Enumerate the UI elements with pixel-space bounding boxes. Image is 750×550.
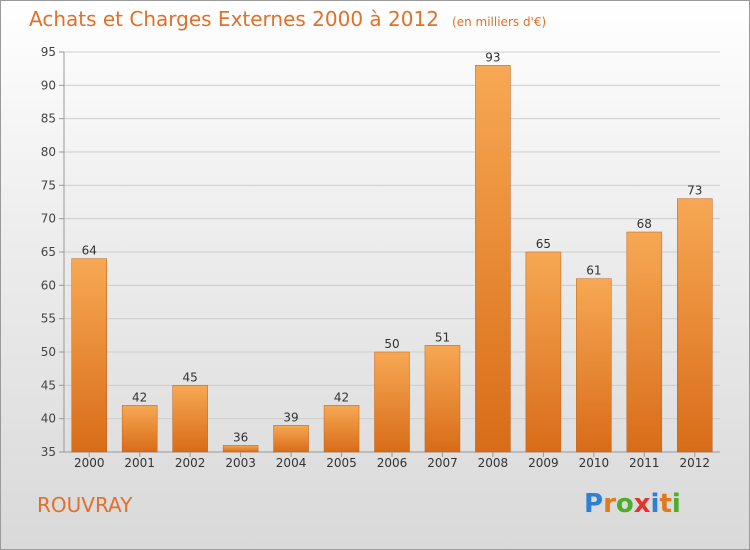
bar-value-label: 64 (82, 244, 97, 258)
bar-value-label: 45 (183, 370, 198, 384)
x-tick-label: 2012 (679, 456, 710, 470)
y-tick-label: 95 (41, 45, 56, 59)
x-tick-label: 2009 (528, 456, 559, 470)
bar-value-label: 68 (637, 217, 652, 231)
x-tick-label: 2008 (478, 456, 509, 470)
bar (121, 405, 158, 453)
logo-letter: t (659, 489, 672, 519)
x-tick-label: 2004 (276, 456, 307, 470)
y-tick-label: 40 (41, 412, 56, 426)
x-tick-label: 2007 (427, 456, 458, 470)
logo-letter: i (650, 489, 660, 519)
chart-unit-text: (en milliers d'€) (452, 15, 547, 29)
x-tick-label: 2010 (579, 456, 610, 470)
bar-value-label: 65 (536, 237, 551, 251)
bar (172, 385, 208, 453)
bar-value-label: 93 (485, 50, 500, 64)
bar (71, 258, 107, 453)
logo-letter: i (671, 489, 681, 519)
logo-letter: r (603, 489, 616, 519)
y-tick-label: 50 (41, 345, 56, 359)
logo-letter: P (584, 489, 604, 519)
commune-name: ROUVRAY (37, 493, 133, 517)
y-tick-label: 60 (41, 278, 56, 292)
bar (475, 65, 511, 453)
x-tick-label: 2002 (175, 456, 206, 470)
x-tick-label: 2001 (124, 456, 155, 470)
x-tick-label: 2003 (225, 456, 256, 470)
chart-title-text: Achats et Charges Externes 2000 à 2012 (29, 7, 439, 31)
bar (374, 351, 410, 453)
bar-value-label: 36 (233, 430, 248, 444)
bar (424, 345, 461, 453)
y-tick-label: 90 (41, 78, 56, 92)
bar (525, 251, 562, 453)
bar-value-label: 42 (334, 390, 349, 404)
bar-value-label: 51 (435, 330, 450, 344)
y-tick-label: 65 (41, 245, 56, 259)
bar-value-label: 61 (586, 264, 601, 278)
logo-letter: x (633, 489, 651, 519)
y-tick-label: 45 (41, 378, 56, 392)
bar (222, 445, 259, 453)
x-tick-label: 2011 (629, 456, 660, 470)
bar-value-label: 42 (132, 390, 147, 404)
proxiti-logo: Proxiti (584, 489, 681, 519)
logo-letter: o (615, 489, 634, 519)
x-tick-label: 2005 (326, 456, 357, 470)
x-tick-label: 2006 (377, 456, 408, 470)
x-tick-label: 2000 (74, 456, 105, 470)
y-tick-label: 55 (41, 312, 56, 326)
bar (626, 231, 663, 453)
bar-value-label: 39 (283, 410, 298, 424)
y-tick-label: 35 (41, 445, 56, 459)
bar (273, 425, 309, 453)
bar-value-label: 73 (687, 184, 702, 198)
bar (323, 405, 360, 453)
y-tick-label: 70 (41, 212, 56, 226)
y-tick-label: 85 (41, 112, 56, 126)
bar (677, 198, 713, 453)
y-tick-label: 80 (41, 145, 56, 159)
bar (576, 278, 612, 453)
y-tick-label: 75 (41, 178, 56, 192)
bar-value-label: 50 (384, 337, 399, 351)
chart-title: Achats et Charges Externes 2000 à 2012 (… (29, 7, 546, 31)
